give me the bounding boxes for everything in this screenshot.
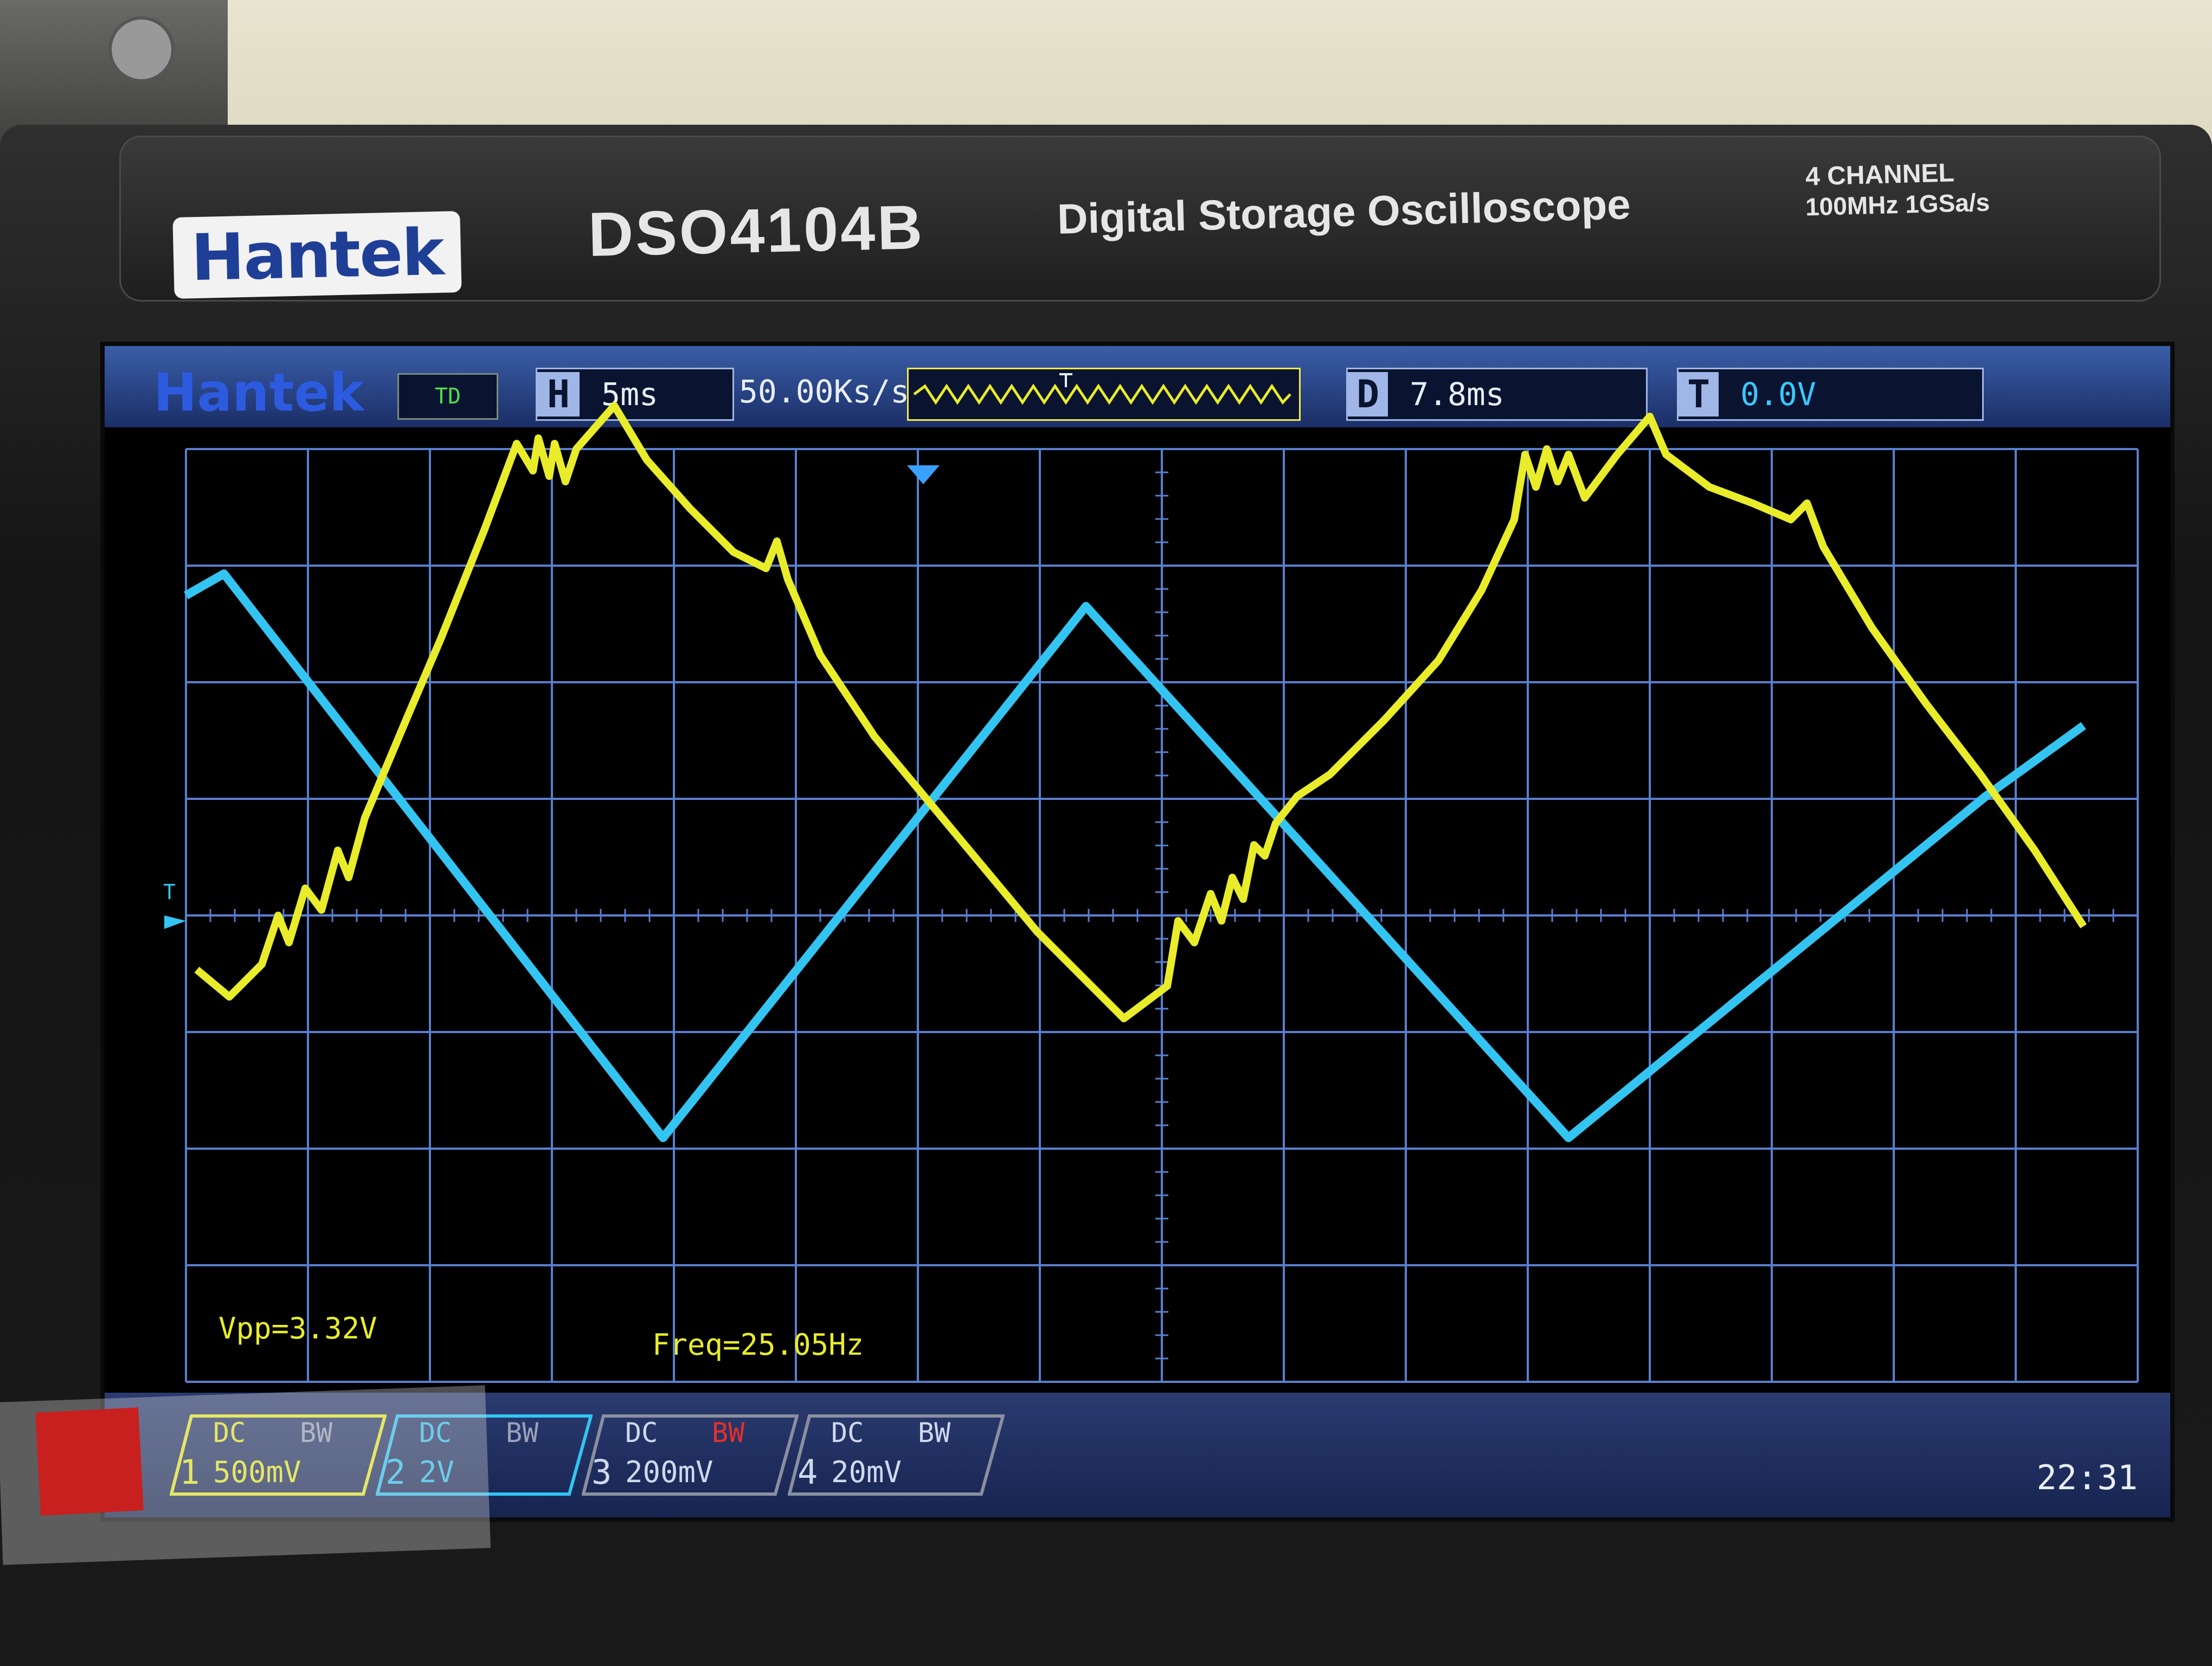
horizontal-tag: H [537,372,580,416]
channel-1-number: 1 [179,1452,200,1492]
waveform-display[interactable]: T Vpp=3.32V Freq=25.05Hz [105,346,2170,1393]
channel-1-bw: BW [300,1417,333,1449]
channel-3-bw: BW [712,1417,745,1449]
channel-1-coupling: DC [213,1417,246,1449]
trigger-state-text: TD [434,384,461,409]
trigger-tag: T [1679,372,1719,416]
brand-logo-text: Hantek [190,214,445,296]
channel-3-badge[interactable]: 3 DC BW 200mV [582,1414,799,1496]
brand-logo: Hantek [172,211,462,299]
channel-3-scale: 200mV [625,1455,713,1489]
channel-2-bw: BW [506,1417,539,1449]
clock-display: 22:31 [2036,1458,2138,1497]
delay-tag: D [1348,372,1388,416]
trigger-level-box[interactable]: T 0.0V [1677,368,1984,421]
channel-2-coupling: DC [419,1417,452,1449]
channel-2-badge[interactable]: 2 DC BW 2V [376,1414,593,1496]
delay-box[interactable]: D 7.8ms [1346,368,1648,421]
sample-rate: 50.00Ks/s [739,373,910,410]
channel-1-badge[interactable]: 1 DC BW 500mV [170,1414,387,1496]
channel-4-bw: BW [918,1417,951,1449]
spec-bandwidth: 100MHz 1GSa/s [1805,188,1990,221]
scope-screen: Hantek TD H 5ms 50.00Ks/s D 7.8ms T 0.0V [100,342,2175,1522]
channel-1-scale: 500mV [213,1455,301,1489]
channel-3-frame [582,1414,799,1496]
trigger-state-indicator: TD [397,373,498,420]
freq-measurement: Freq=25.05Hz [652,1328,864,1362]
memory-depth-bar[interactable] [907,368,1301,421]
timebase-box[interactable]: H 5ms [536,368,734,421]
delay-value: 7.8ms [1410,376,1504,413]
channel-1-frame [170,1414,387,1496]
channel-3-number: 3 [591,1452,612,1492]
channel-2-number: 2 [385,1452,406,1492]
trigger-position-marker[interactable] [907,465,940,484]
channel-4-scale: 20mV [831,1455,902,1489]
screen-logo: Hantek [153,362,364,423]
model-label: DSO4104B [587,192,925,270]
channel-4-badge[interactable]: 4 DC BW 20mV [788,1414,1005,1496]
background-knob [108,16,175,82]
vpp-measurement: Vpp=3.32V [218,1311,377,1345]
spec-channels: 4 CHANNEL [1805,158,1955,191]
graticule [185,448,2139,1383]
red-tape-tab [35,1407,144,1516]
svg-text:T: T [163,880,176,904]
channel-4-frame [788,1414,1005,1496]
status-bar: Hantek TD H 5ms 50.00Ks/s D 7.8ms T 0.0V [105,346,2170,427]
memory-preview-icon [913,373,1291,405]
channel-3-coupling: DC [625,1417,658,1449]
channel-2-trace [184,569,2086,1142]
channel-2-scale: 2V [419,1455,455,1489]
channel-2-frame [376,1414,593,1496]
channel-4-number: 4 [798,1452,818,1492]
channel-status-bar: 1 DC BW 500mV 2 DC BW 2V 3 DC BW 200mV 4… [105,1393,2170,1517]
channel-1-trace [194,402,2087,1022]
trigger-level-value: 0.0V [1740,376,1816,413]
channel-marker[interactable]: T [163,880,186,929]
channel-4-coupling: DC [831,1417,864,1449]
